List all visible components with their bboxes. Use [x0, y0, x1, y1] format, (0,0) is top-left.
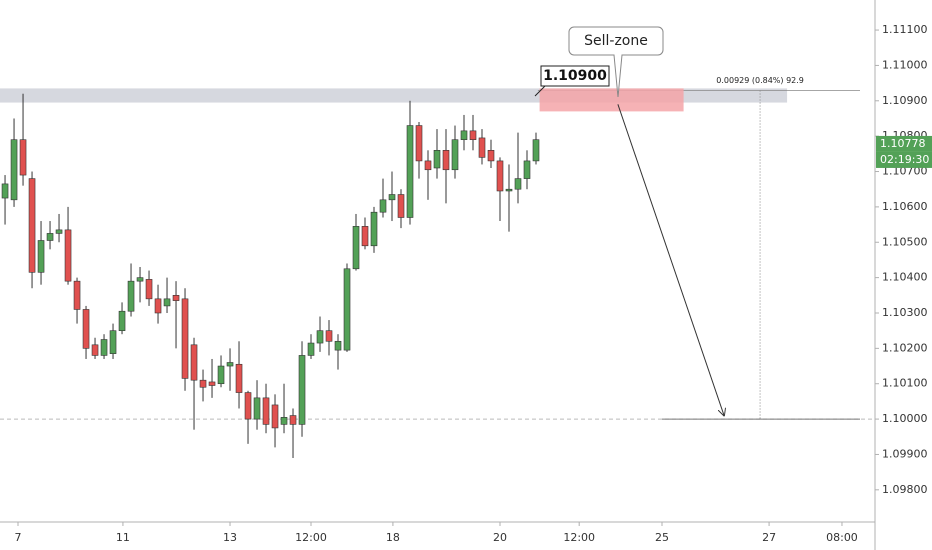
candles [1, 93, 540, 458]
candle-body [316, 330, 324, 344]
timer: 02:19:30 [880, 153, 929, 166]
candle-body [46, 233, 54, 241]
candle-body [406, 125, 414, 218]
candle-body [532, 139, 540, 162]
candle-body [91, 344, 99, 356]
arrow [617, 104, 724, 415]
y-tick-label: 1.09800 [882, 483, 928, 496]
candle-body [478, 137, 486, 158]
candle-body [154, 298, 162, 314]
y-tick-label: 1.11100 [882, 23, 928, 36]
x-tick-label: 12:00 [563, 531, 595, 544]
overlay: Sell-zone 1.10900 [534, 26, 724, 416]
candle-body [523, 160, 531, 179]
candle-body [424, 160, 432, 171]
x-tick-label: 12:00 [295, 531, 327, 544]
candle-body [370, 211, 378, 247]
candle-body [145, 279, 153, 300]
candle-body [433, 150, 441, 169]
y-tick-label: 1.11000 [882, 58, 928, 71]
candle-body [28, 178, 36, 273]
candle-body [469, 130, 477, 140]
y-tick-label: 1.10900 [882, 94, 928, 107]
x-tick-label: 13 [223, 531, 237, 544]
candle-body [10, 139, 18, 201]
x-tick-label: 27 [762, 531, 776, 544]
y-tick-label: 1.10600 [882, 200, 928, 213]
x-tick-label: 25 [655, 531, 669, 544]
candle-body [82, 309, 90, 349]
price-label-box [540, 65, 610, 87]
candle-body [226, 362, 234, 367]
last-price-box [876, 135, 932, 152]
candle-body [64, 229, 72, 282]
candle-body [352, 226, 360, 270]
candle-body [307, 342, 315, 356]
candle-body [334, 340, 342, 351]
y-tick-label: 1.10400 [882, 271, 928, 284]
y-tick-label: 1.10100 [882, 377, 928, 390]
candle-body [442, 150, 450, 171]
y-tick-label: 1.10200 [882, 341, 928, 354]
callout-text: Sell-zone [584, 33, 648, 49]
candle-body [100, 339, 108, 356]
sell-zone [539, 88, 684, 112]
candle-body [415, 125, 423, 162]
candle-body [1, 183, 9, 199]
candle-body [280, 417, 288, 425]
annotations: 0.00929 (0.84%) 92.9 [0, 76, 875, 420]
candle-body [325, 330, 333, 342]
candle-body [262, 397, 270, 425]
candle-body [235, 363, 243, 393]
candle-body [460, 130, 468, 140]
y-tick-label: 1.10000 [882, 412, 928, 425]
price-label: 1.10900 [543, 68, 607, 84]
y-tick-label: 1.10300 [882, 306, 928, 319]
x-tick-label: 20 [493, 531, 507, 544]
price-label-pointer [534, 85, 546, 97]
candle-body [208, 381, 216, 386]
y-tick-label: 1.10500 [882, 235, 928, 248]
axes: 1.111001.110001.109001.108001.107001.106… [14, 23, 932, 544]
candle-body [451, 139, 459, 171]
candle-body [55, 229, 63, 234]
candle-body [172, 295, 180, 301]
candle-body [388, 194, 396, 201]
candle-body [163, 298, 171, 307]
candle-body [253, 397, 261, 420]
candle-body [289, 415, 297, 425]
candle-body [397, 194, 405, 218]
candle-body [127, 280, 135, 312]
last-price: 1.10778 [880, 137, 926, 150]
candle-body [37, 240, 45, 273]
candle-body [343, 268, 351, 351]
callout-box [568, 26, 664, 98]
x-tick-label: 08:00 [826, 531, 858, 544]
candle-body [271, 404, 279, 429]
candle-body [217, 365, 225, 385]
candle-body [109, 330, 117, 354]
candle-body [136, 277, 144, 282]
y-tick-label: 1.09900 [882, 447, 928, 460]
candle-body [298, 355, 306, 425]
candle-body [361, 226, 369, 247]
candle-body [181, 298, 189, 379]
candle-body [73, 280, 81, 310]
candle-body [190, 344, 198, 381]
candle-body [505, 188, 513, 192]
x-tick-label: 11 [116, 531, 130, 544]
x-tick-label: 7 [14, 531, 21, 544]
candle-body [496, 160, 504, 192]
candle-body [19, 139, 27, 176]
candle-body [118, 310, 126, 331]
timer-box [876, 151, 932, 168]
measure-label: 0.00929 (0.84%) 92.9 [716, 76, 804, 85]
candle-body [244, 392, 252, 420]
candle-body [379, 199, 387, 213]
candle-body [487, 150, 495, 162]
candle-body [199, 379, 207, 388]
candle-body [514, 178, 522, 190]
x-tick-label: 18 [386, 531, 400, 544]
